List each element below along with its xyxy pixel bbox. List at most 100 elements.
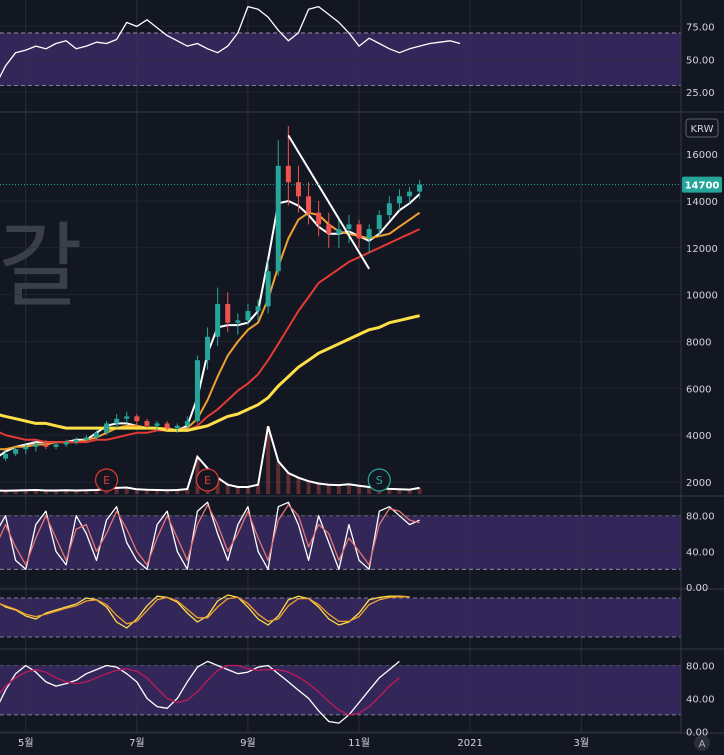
candle-body[interactable] xyxy=(205,336,211,361)
price-axis-label: 0.00 xyxy=(686,727,708,738)
candle-body[interactable] xyxy=(53,444,59,447)
candle-body[interactable] xyxy=(275,165,281,272)
currency-label: KRW xyxy=(691,124,714,135)
event-marker[interactable] xyxy=(94,468,119,492)
candle-body[interactable] xyxy=(235,320,241,323)
candle-body[interactable] xyxy=(295,182,301,197)
volume-bar xyxy=(124,487,129,494)
candle-body[interactable] xyxy=(13,449,19,454)
candle-body[interactable] xyxy=(306,196,312,213)
symbol-watermark: 갈 xyxy=(0,213,83,320)
auto-scale-button[interactable]: A xyxy=(694,735,710,751)
time-axis-label: 2021 xyxy=(457,738,482,749)
volume-bar xyxy=(64,490,69,494)
candle-body[interactable] xyxy=(265,271,271,307)
volume-bar xyxy=(235,487,240,494)
price-axis-label: 2000 xyxy=(686,478,711,489)
candle-body[interactable] xyxy=(104,423,110,433)
candle-body[interactable] xyxy=(174,425,180,429)
trend-line[interactable] xyxy=(287,134,371,270)
candle-body[interactable] xyxy=(164,423,170,429)
price-axis-label: 0.00 xyxy=(686,583,708,594)
stochastic-panel[interactable] xyxy=(0,501,681,588)
volume-bar xyxy=(336,485,341,494)
time-axis-label: 5월 xyxy=(18,737,34,749)
candle-body[interactable] xyxy=(93,432,99,438)
candle-body[interactable] xyxy=(3,453,9,459)
candle-body[interactable] xyxy=(285,165,291,183)
candle-body[interactable] xyxy=(23,446,29,450)
candle-body[interactable] xyxy=(73,439,79,443)
price-axis-label: 25.00 xyxy=(686,88,715,99)
price-axis-label: 8000 xyxy=(686,337,711,348)
volume-bar xyxy=(74,490,79,494)
volume-bar xyxy=(114,487,119,494)
candle-body[interactable] xyxy=(316,212,322,225)
volume-bar xyxy=(33,490,38,494)
candle-body[interactable] xyxy=(245,311,251,321)
event-marker-label: S xyxy=(376,474,383,487)
candle-body[interactable] xyxy=(356,224,362,239)
event-marker[interactable] xyxy=(367,468,391,492)
event-marker-label: E xyxy=(103,474,110,487)
event-marker-label: E xyxy=(204,474,211,487)
candle-body[interactable] xyxy=(215,304,221,337)
candle-body[interactable] xyxy=(407,191,413,197)
momentum-band-fill xyxy=(0,665,681,715)
candle-body[interactable] xyxy=(83,437,89,440)
time-axis[interactable]: 5월 7월 9월 11월 2021 3월 xyxy=(18,737,589,749)
price-series-line xyxy=(0,211,421,451)
candle-body[interactable] xyxy=(366,229,372,239)
volume-bar xyxy=(417,487,422,494)
time-axis-label: 7월 xyxy=(129,737,145,749)
volume-bar xyxy=(256,484,261,494)
candle-body[interactable] xyxy=(114,418,120,424)
candle-body[interactable] xyxy=(144,421,150,426)
candle-body[interactable] xyxy=(255,306,261,312)
price-axis-label: 75.00 xyxy=(686,22,715,33)
candle-body[interactable] xyxy=(33,444,39,447)
candle-body[interactable] xyxy=(376,215,382,230)
volume-bar xyxy=(266,426,271,494)
event-marker[interactable] xyxy=(195,468,220,492)
last-price-label: 14700 xyxy=(685,181,720,192)
last-price-badge: 14700 xyxy=(682,176,722,193)
candle-body[interactable] xyxy=(346,224,352,230)
rsi-panel[interactable] xyxy=(0,5,681,99)
candle-body[interactable] xyxy=(225,304,231,323)
price-axis-label: 50.00 xyxy=(686,55,715,66)
price-axis-label: 12000 xyxy=(686,244,718,255)
currency-badge[interactable]: KRW xyxy=(685,118,719,138)
candle-body[interactable] xyxy=(396,196,402,204)
momentum-panel[interactable] xyxy=(0,660,681,732)
candle-body[interactable] xyxy=(184,421,190,426)
candle-body[interactable] xyxy=(63,442,69,445)
candle-body[interactable] xyxy=(154,423,160,426)
oscillator-series-line xyxy=(0,596,410,625)
volume-bar xyxy=(144,489,149,494)
oscillator-panel[interactable] xyxy=(0,594,681,638)
candle-body[interactable] xyxy=(43,444,49,447)
price-series-line xyxy=(0,314,420,432)
volume-bar xyxy=(286,473,291,494)
price-axis-label: 4000 xyxy=(686,431,711,442)
candle-body[interactable] xyxy=(386,203,392,216)
volume-bar xyxy=(346,484,351,494)
candle-body[interactable] xyxy=(336,229,342,234)
price-axis-label: 16000 xyxy=(686,150,718,161)
candle-body[interactable] xyxy=(134,416,140,422)
volume-bar xyxy=(54,490,59,494)
candle-body[interactable] xyxy=(194,360,200,422)
volume-bar xyxy=(165,490,170,494)
price-axis-label: 40.00 xyxy=(686,694,715,705)
volume-bar xyxy=(357,485,362,494)
momentum-series-line xyxy=(0,664,400,716)
volume-bar xyxy=(43,490,48,494)
oscillator-series-line xyxy=(0,594,410,629)
volume-bar xyxy=(407,489,412,494)
candle-body[interactable] xyxy=(326,224,332,234)
candle-body[interactable] xyxy=(417,184,423,192)
candle-body[interactable] xyxy=(124,416,130,419)
